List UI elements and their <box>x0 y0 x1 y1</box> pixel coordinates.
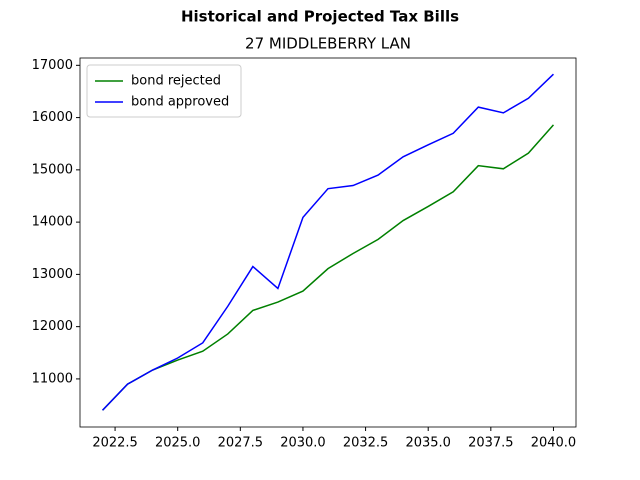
x-tick-label: 2027.5 <box>218 436 264 451</box>
line-series <box>102 73 554 411</box>
y-tick-label: 14000 <box>32 215 73 230</box>
y-tick-label: 15000 <box>32 162 73 177</box>
x-tick-label: 2035.0 <box>405 436 451 451</box>
suptitle: Historical and Projected Tax Bills <box>181 8 459 26</box>
x-tick-label: 2032.5 <box>343 436 389 451</box>
legend-label: bond approved <box>131 95 229 110</box>
y-tick-label: 11000 <box>32 371 73 386</box>
legend-label: bond rejected <box>131 74 221 89</box>
y-tick-label: 13000 <box>32 267 73 282</box>
y-tick-label: 12000 <box>32 319 73 334</box>
x-tick-label: 2025.0 <box>155 436 201 451</box>
line-series <box>102 124 555 411</box>
x-tick-label: 2022.5 <box>92 436 138 451</box>
legend-box <box>86 64 242 118</box>
x-tick-label: 2040.0 <box>531 436 577 451</box>
x-tick-label: 2030.0 <box>280 436 326 451</box>
y-tick-label: 17000 <box>32 58 73 73</box>
y-tick-label: 16000 <box>32 110 73 125</box>
chart-title: 27 MIDDLEBERRY LAN <box>245 35 411 53</box>
x-tick-label: 2037.5 <box>468 436 514 451</box>
axes-frame <box>79 57 577 428</box>
